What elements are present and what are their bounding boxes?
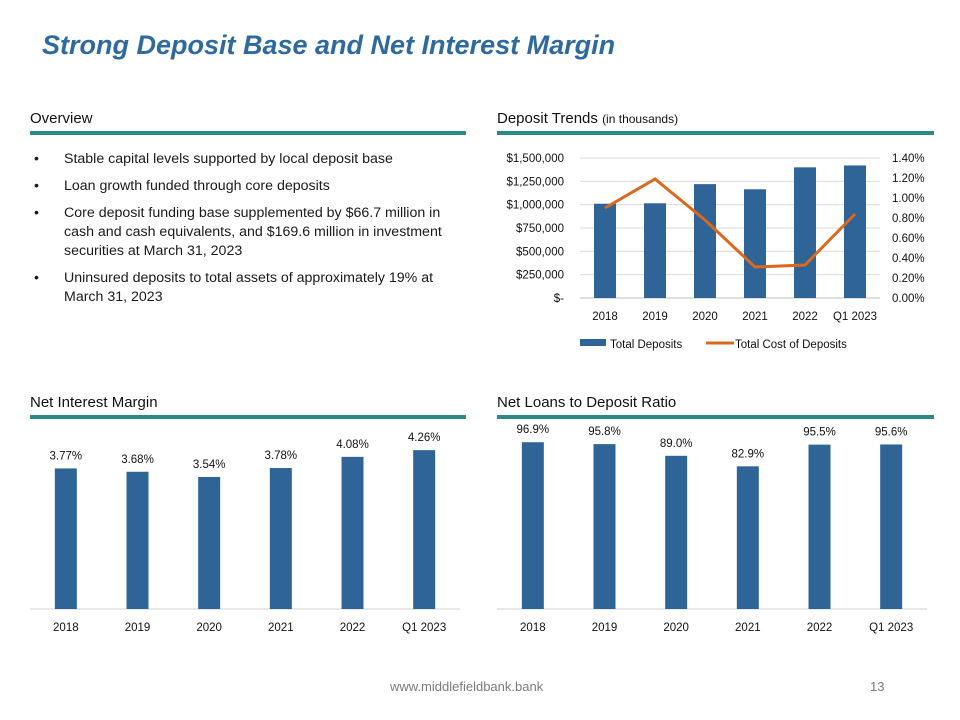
data-label: 95.8% xyxy=(588,426,621,438)
data-label: 3.54% xyxy=(193,459,226,471)
x-tick-label: Q1 2023 xyxy=(833,311,877,323)
y-left-tick-label: $250,000 xyxy=(516,270,564,282)
deposit-trends-heading: Deposit Trends (in thousands) xyxy=(497,110,678,127)
legend-label: Total Cost of Deposits xyxy=(735,339,847,351)
x-tick-label: 2019 xyxy=(125,622,151,634)
nim-rule xyxy=(30,415,466,419)
deposit-trends-unit: (in thousands) xyxy=(602,112,679,126)
x-tick-label: 2020 xyxy=(692,311,718,323)
bar xyxy=(413,450,436,609)
y-left-tick-label: $1,500,000 xyxy=(506,153,564,165)
page-title: Strong Deposit Base and Net Interest Mar… xyxy=(42,30,616,60)
y-right-tick-label: 0.40% xyxy=(892,253,925,265)
data-label: 3.78% xyxy=(265,450,298,462)
data-label: 3.77% xyxy=(50,450,83,462)
x-tick-label: 2019 xyxy=(592,622,618,634)
y-left-tick-label: $- xyxy=(554,293,564,305)
bullet-item: Stable capital levels supported by local… xyxy=(30,150,460,169)
bar xyxy=(341,456,364,609)
x-tick-label: 2018 xyxy=(53,622,79,634)
x-tick-label: 2018 xyxy=(520,622,546,634)
y-right-tick-label: 1.00% xyxy=(892,193,925,205)
deposit-trends-chart: $- $250,000 $500,000 $750,000 $1,000,000 $1,2… xyxy=(506,153,925,351)
bullet-item: Uninsured deposits to total assets of ap… xyxy=(30,269,460,307)
deposit-trends-rule xyxy=(497,131,934,135)
net-interest-margin-chart: 3.77% 2018 3.68% 2019 3.54% 2020 3.78% 2021 4.08… xyxy=(30,432,460,634)
legend-label: Total Deposits xyxy=(610,339,682,351)
deposit-trends-title: Deposit Trends xyxy=(497,110,598,127)
x-tick-label: Q1 2023 xyxy=(869,622,913,634)
x-tick-label: 2018 xyxy=(592,311,618,323)
x-tick-label: 2022 xyxy=(340,622,366,634)
nim-heading: Net Interest Margin xyxy=(30,394,158,411)
data-label: 89.0% xyxy=(660,438,693,450)
bar xyxy=(521,442,544,609)
bar xyxy=(593,444,616,609)
deposit-bar xyxy=(844,165,866,298)
y-right-tick-label: 0.60% xyxy=(892,233,925,245)
bullet-item: Loan growth funded through core deposits xyxy=(30,177,460,196)
bar xyxy=(736,466,759,609)
bar xyxy=(808,444,831,609)
y-right-tick-label: 1.40% xyxy=(892,153,925,165)
deposit-bar xyxy=(694,184,716,298)
footer-url[interactable]: www.middlefieldbank.bank xyxy=(390,679,544,694)
bar xyxy=(880,444,903,609)
y-right-tick-label: 0.80% xyxy=(892,213,925,225)
data-label: 4.26% xyxy=(408,432,441,444)
data-label: 96.9% xyxy=(517,424,550,436)
data-label: 82.9% xyxy=(732,448,765,460)
x-tick-label: 2020 xyxy=(196,622,222,634)
deposit-bar xyxy=(644,203,666,298)
data-label: 3.68% xyxy=(121,454,154,466)
data-label: 95.6% xyxy=(875,426,908,438)
net-loans-to-deposit-chart: 96.9% 2018 95.8% 2019 89.0% 2020 82.9% 2021 95.5… xyxy=(497,424,927,634)
y-left-tick-label: $500,000 xyxy=(516,246,564,258)
x-tick-label: Q1 2023 xyxy=(402,622,446,634)
y-left-tick-label: $750,000 xyxy=(516,223,564,235)
overview-bullet-list: Stable capital levels supported by local… xyxy=(30,150,460,315)
y-right-tick-label: 1.20% xyxy=(892,173,925,185)
x-tick-label: 2021 xyxy=(735,622,761,634)
deposit-bar xyxy=(594,203,616,298)
bar xyxy=(198,476,221,609)
overview-heading: Overview xyxy=(30,110,93,127)
deposit-bar xyxy=(794,167,816,298)
x-tick-label: 2022 xyxy=(807,622,833,634)
x-tick-label: 2020 xyxy=(663,622,689,634)
deposit-bar xyxy=(744,189,766,298)
y-right-tick-label: 0.20% xyxy=(892,273,925,285)
x-tick-label: 2022 xyxy=(792,311,818,323)
bar xyxy=(269,468,292,609)
x-tick-label: 2021 xyxy=(742,311,768,323)
overview-rule xyxy=(30,131,466,135)
data-label: 4.08% xyxy=(336,439,369,451)
y-right-tick-label: 0.00% xyxy=(892,293,925,305)
ltd-heading: Net Loans to Deposit Ratio xyxy=(497,394,677,411)
legend-swatch-total-deposits xyxy=(580,339,606,346)
page-number: 13 xyxy=(870,679,885,694)
y-left-tick-label: $1,000,000 xyxy=(506,200,564,212)
bar xyxy=(126,471,149,609)
bar xyxy=(54,468,77,609)
cost-of-deposits-line xyxy=(604,177,857,269)
bullet-item: Core deposit funding base supplemented b… xyxy=(30,204,460,261)
ltd-rule xyxy=(497,415,934,419)
x-tick-label: 2021 xyxy=(268,622,294,634)
data-label: 95.5% xyxy=(803,427,836,439)
bar xyxy=(665,455,688,609)
y-left-tick-label: $1,250,000 xyxy=(506,176,564,188)
x-tick-label: 2019 xyxy=(642,311,668,323)
